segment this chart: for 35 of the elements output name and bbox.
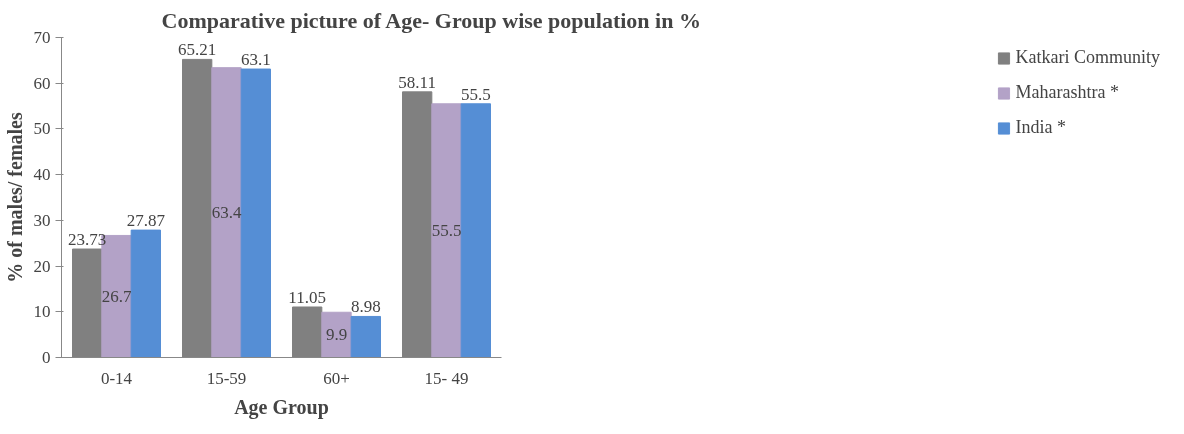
x-tick-label: 60+ bbox=[323, 368, 350, 388]
data-label: 11.05 bbox=[288, 287, 326, 307]
y-tick-label: 40 bbox=[33, 165, 51, 185]
data-label: 58.11 bbox=[398, 72, 436, 92]
bar bbox=[211, 67, 242, 358]
data-label: 26.7 bbox=[101, 286, 132, 306]
y-tick-label: 0 bbox=[42, 348, 51, 367]
x-tick-label: 0-14 bbox=[100, 368, 133, 388]
data-label: 23.73 bbox=[68, 230, 107, 250]
y-tick-label: 10 bbox=[33, 302, 51, 322]
y-tick-label: 60 bbox=[33, 73, 51, 93]
bar bbox=[130, 229, 161, 358]
data-label: 27.87 bbox=[126, 211, 166, 231]
data-label: 63.1 bbox=[240, 50, 271, 70]
chart-title: Comparative picture of Age- Group wise population in % bbox=[161, 7, 701, 33]
y-axis-title: % of males/ females bbox=[3, 112, 26, 283]
data-label: 9.9 bbox=[325, 325, 348, 345]
data-label: 65.21 bbox=[178, 40, 217, 60]
data-label: 55.5 bbox=[460, 84, 491, 104]
x-axis-title: Age Group bbox=[234, 395, 329, 419]
bar bbox=[431, 103, 462, 358]
y-tick-label: 20 bbox=[33, 256, 51, 276]
data-label: 8.98 bbox=[350, 297, 381, 317]
bar bbox=[460, 103, 491, 358]
bar bbox=[350, 315, 381, 358]
y-tick-label: 50 bbox=[33, 119, 51, 139]
data-label: 55.5 bbox=[431, 221, 462, 241]
legend-label: Maharashtra * bbox=[1015, 82, 1119, 103]
bar bbox=[240, 68, 271, 358]
x-tick-label: 15- 49 bbox=[424, 368, 469, 388]
y-tick-label: 70 bbox=[33, 28, 51, 47]
legend-label: India * bbox=[1015, 117, 1066, 138]
x-tick-label: 15-59 bbox=[206, 368, 247, 388]
legend-label: Katkari Community bbox=[1015, 47, 1160, 68]
y-tick-label: 30 bbox=[33, 210, 51, 230]
